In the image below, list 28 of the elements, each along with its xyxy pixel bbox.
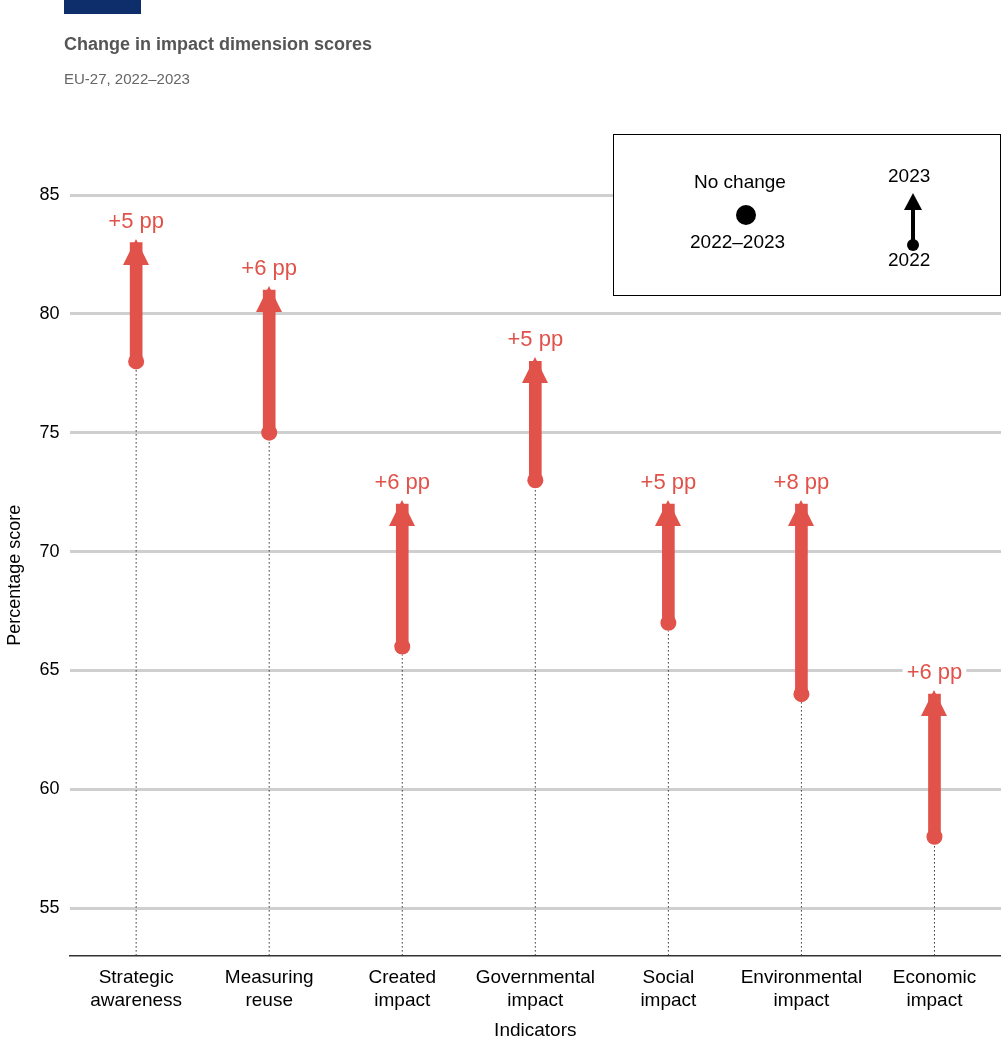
data-label: +6 pp	[241, 255, 298, 281]
x-tick-label: Created impact	[368, 966, 437, 1011]
data-label: +5 pp	[507, 326, 564, 352]
annotation: 2022–2023	[690, 231, 786, 253]
data-label: +5 pp	[640, 469, 697, 495]
y-tick-label: 80	[39, 302, 60, 323]
y-axis-title: Percentage score	[3, 504, 24, 646]
y-tick-label: 65	[39, 659, 60, 680]
x-tick-label: Governmental impact	[475, 966, 595, 1011]
data-label: +6 pp	[374, 469, 431, 495]
x-tick-label: Measuring reuse	[224, 966, 314, 1011]
x-tick-label: Environmental impact	[740, 966, 863, 1011]
key-box: No change 2022–2023 2023 2022	[613, 134, 1001, 296]
x-tick-label: Social impact	[640, 966, 698, 1011]
y-tick-label: 70	[39, 540, 60, 561]
y-tick-label: 75	[39, 421, 60, 442]
chart-title: Change in impact dimension scores	[64, 34, 373, 55]
chart-subtitle: EU-27, 2022–2023	[64, 70, 190, 87]
x-tick-label: Economic impact	[892, 966, 977, 1011]
y-tick-label: 55	[39, 897, 60, 918]
x-axis-title: Indicators	[494, 1018, 577, 1040]
y-tick-label: 85	[39, 183, 60, 204]
data-label: +6 pp	[906, 659, 963, 685]
x-tick-label: Strategic awareness	[90, 966, 183, 1011]
data-label: +5 pp	[108, 207, 164, 233]
annotation: 2022	[888, 249, 931, 271]
data-label: +8 pp	[773, 469, 830, 495]
y-tick-label: 60	[39, 778, 60, 799]
